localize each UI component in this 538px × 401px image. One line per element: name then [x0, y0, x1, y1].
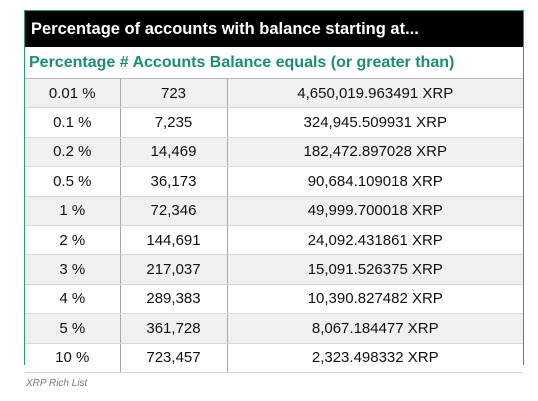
balance-cell: 10,390.827482 XRP	[227, 284, 523, 315]
accounts-count-cell: 723	[120, 79, 228, 109]
rich-list-table-card: Percentage of accounts with balance star…	[24, 10, 524, 373]
balance-cell: 8,067.184477 XRP	[227, 313, 523, 344]
table-row: 2 % 144,691 24,092.431861 XRP	[25, 225, 523, 256]
percentage-cell: 0.1 %	[25, 107, 121, 138]
balance-cell: 4,650,019.963491 XRP	[227, 79, 523, 109]
table-row: 0.5 % 36,173 90,684.109018 XRP	[25, 166, 523, 197]
table-column-headers: Percentage # Accounts Balance equals (or…	[25, 47, 523, 79]
balance-cell: 324,945.509931 XRP	[227, 107, 523, 138]
accounts-count-cell: 361,728	[120, 313, 228, 344]
percentage-cell: 1 %	[25, 196, 121, 226]
balance-cell: 182,472.897028 XRP	[227, 137, 523, 168]
percentage-cell: 0.01 %	[25, 79, 121, 109]
table-row: 4 % 289,383 10,390.827482 XRP	[25, 284, 523, 315]
accounts-count-cell: 36,173	[120, 166, 228, 197]
table-row: 0.1 % 7,235 324,945.509931 XRP	[25, 107, 523, 138]
table-title: Percentage of accounts with balance star…	[25, 11, 523, 47]
accounts-count-cell: 289,383	[120, 284, 228, 315]
data-table: 0.01 % 723 4,650,019.963491 XRP 0.1 % 7,235 3…	[25, 79, 523, 373]
accounts-count-cell: 144,691	[120, 225, 228, 256]
source-caption: XRP Rich List	[26, 378, 88, 389]
balance-cell: 49,999.700018 XRP	[227, 196, 523, 226]
percentage-cell: 0.2 %	[25, 137, 121, 168]
balance-cell: 90,684.109018 XRP	[227, 166, 523, 197]
table-row: 10 % 723,457 2,323.498332 XRP	[25, 343, 523, 373]
table-row: 3 % 217,037 15,091.526375 XRP	[25, 254, 523, 285]
accounts-count-cell: 14,469	[120, 137, 228, 168]
percentage-cell: 2 %	[25, 225, 121, 256]
accounts-count-cell: 7,235	[120, 107, 228, 138]
table-row: 5 % 361,728 8,067.184477 XRP	[25, 313, 523, 344]
table-row: 0.2 % 14,469 182,472.897028 XRP	[25, 137, 523, 168]
percentage-cell: 10 %	[25, 343, 121, 373]
percentage-cell: 5 %	[25, 313, 121, 344]
table-row: 0.01 % 723 4,650,019.963491 XRP	[25, 79, 523, 109]
table-body: 0.01 % 723 4,650,019.963491 XRP 0.1 % 7,235 3…	[25, 79, 523, 373]
balance-cell: 24,092.431861 XRP	[227, 225, 523, 256]
percentage-cell: 4 %	[25, 284, 121, 315]
balance-cell: 2,323.498332 XRP	[227, 343, 523, 373]
percentage-cell: 0.5 %	[25, 166, 121, 197]
accounts-count-cell: 217,037	[120, 254, 228, 285]
balance-cell: 15,091.526375 XRP	[227, 254, 523, 285]
accounts-count-cell: 72,346	[120, 196, 228, 226]
table-row: 1 % 72,346 49,999.700018 XRP	[25, 196, 523, 226]
percentage-cell: 3 %	[25, 254, 121, 285]
accounts-count-cell: 723,457	[120, 343, 228, 373]
